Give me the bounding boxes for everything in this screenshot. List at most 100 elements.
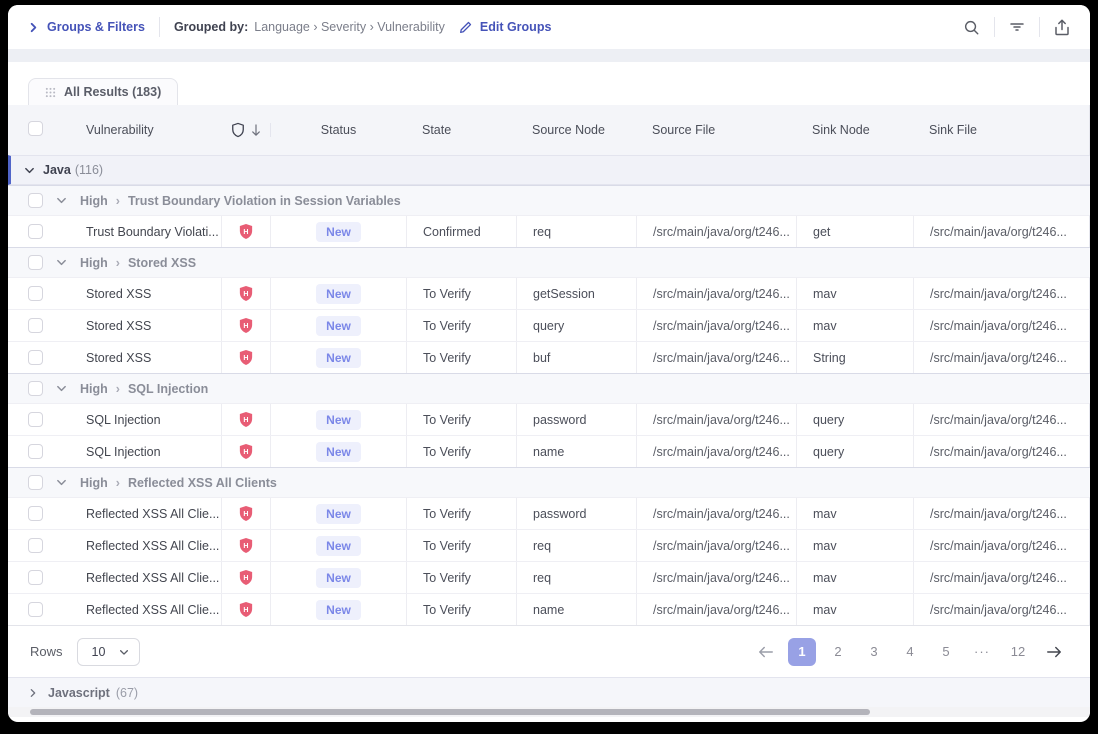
page-button-4[interactable]: 4 bbox=[896, 638, 924, 666]
sink-node-value[interactable]: mav bbox=[796, 310, 913, 341]
column-header-status[interactable]: Status bbox=[270, 123, 406, 137]
row-checkbox[interactable] bbox=[28, 318, 43, 333]
previous-page-button[interactable] bbox=[752, 641, 780, 663]
sink-file-path[interactable]: /src/main/java/org/t246... bbox=[913, 342, 1089, 373]
sink-node-value[interactable]: query bbox=[796, 436, 913, 467]
sink-node-value[interactable]: mav bbox=[796, 562, 913, 593]
sink-file-path[interactable]: /src/main/java/org/t246... bbox=[913, 594, 1089, 625]
state-value[interactable]: To Verify bbox=[406, 436, 516, 467]
page-button-5[interactable]: 5 bbox=[932, 638, 960, 666]
source-file-path[interactable]: /src/main/java/org/t246... bbox=[636, 594, 796, 625]
chevron-right-icon[interactable] bbox=[28, 688, 38, 698]
row-checkbox[interactable] bbox=[28, 224, 43, 239]
source-node-value[interactable]: password bbox=[516, 498, 636, 529]
page-button-12[interactable]: 12 bbox=[1004, 638, 1032, 666]
sink-file-path[interactable]: /src/main/java/org/t246... bbox=[913, 436, 1089, 467]
sink-node-value[interactable]: mav bbox=[796, 594, 913, 625]
sink-file-path[interactable]: /src/main/java/org/t246... bbox=[913, 278, 1089, 309]
subgroup-checkbox[interactable] bbox=[28, 193, 43, 208]
row-checkbox[interactable] bbox=[28, 444, 43, 459]
vulnerability-name[interactable]: Stored XSS bbox=[86, 318, 152, 333]
subgroup-header-row[interactable]: High › SQL Injection bbox=[8, 373, 1090, 403]
chevron-down-icon[interactable] bbox=[56, 383, 67, 394]
result-row[interactable]: Stored XSS H New To Verify query /src/ma… bbox=[8, 309, 1090, 341]
subgroup-checkbox[interactable] bbox=[28, 381, 43, 396]
source-node-value[interactable]: name bbox=[516, 436, 636, 467]
column-header-state[interactable]: State bbox=[422, 123, 452, 137]
source-file-path[interactable]: /src/main/java/org/t246... bbox=[636, 404, 796, 435]
result-row[interactable]: Stored XSS H New To Verify getSession /s… bbox=[8, 277, 1090, 309]
sink-file-path[interactable]: /src/main/java/org/t246... bbox=[913, 530, 1089, 561]
vulnerability-name[interactable]: Stored XSS bbox=[86, 286, 152, 301]
source-node-value[interactable]: req bbox=[516, 216, 636, 247]
column-header-sink-file[interactable]: Sink File bbox=[929, 123, 977, 137]
source-file-path[interactable]: /src/main/java/org/t246... bbox=[636, 530, 796, 561]
state-value[interactable]: To Verify bbox=[406, 342, 516, 373]
sink-node-value[interactable]: query bbox=[796, 404, 913, 435]
source-file-path[interactable]: /src/main/java/org/t246... bbox=[636, 278, 796, 309]
subgroup-header-row[interactable]: High › Stored XSS bbox=[8, 247, 1090, 277]
page-button-2[interactable]: 2 bbox=[824, 638, 852, 666]
state-value[interactable]: To Verify bbox=[406, 404, 516, 435]
chevron-down-icon[interactable] bbox=[56, 257, 67, 268]
result-row[interactable]: Stored XSS H New To Verify buf /src/main… bbox=[8, 341, 1090, 373]
result-row[interactable]: Reflected XSS All Clie... H New To Verif… bbox=[8, 497, 1090, 529]
chevron-down-icon[interactable] bbox=[56, 195, 67, 206]
subgroup-checkbox[interactable] bbox=[28, 475, 43, 490]
result-row[interactable]: SQL Injection H New To Verify name /src/… bbox=[8, 435, 1090, 467]
source-node-value[interactable]: req bbox=[516, 562, 636, 593]
sink-node-value[interactable]: String bbox=[796, 342, 913, 373]
state-value[interactable]: To Verify bbox=[406, 562, 516, 593]
page-button-1[interactable]: 1 bbox=[788, 637, 816, 666]
chevron-down-icon[interactable] bbox=[56, 477, 67, 488]
horizontal-scrollbar-thumb[interactable] bbox=[30, 709, 870, 715]
result-row[interactable]: Reflected XSS All Clie... H New To Verif… bbox=[8, 561, 1090, 593]
vulnerability-name[interactable]: Reflected XSS All Clie... bbox=[86, 506, 220, 521]
source-node-value[interactable]: buf bbox=[516, 342, 636, 373]
row-checkbox[interactable] bbox=[28, 350, 43, 365]
source-node-value[interactable]: password bbox=[516, 404, 636, 435]
result-row[interactable]: Reflected XSS All Clie... H New To Verif… bbox=[8, 529, 1090, 561]
result-row[interactable]: SQL Injection H New To Verify password /… bbox=[8, 403, 1090, 435]
sink-node-value[interactable]: mav bbox=[796, 498, 913, 529]
edit-groups-button[interactable]: Edit Groups bbox=[459, 20, 551, 34]
source-file-path[interactable]: /src/main/java/org/t246... bbox=[636, 436, 796, 467]
column-header-severity[interactable] bbox=[221, 122, 270, 138]
state-value[interactable]: To Verify bbox=[406, 594, 516, 625]
state-value[interactable]: To Verify bbox=[406, 498, 516, 529]
result-row[interactable]: Trust Boundary Violati... H New Confirme… bbox=[8, 215, 1090, 247]
row-checkbox[interactable] bbox=[28, 412, 43, 427]
source-node-value[interactable]: name bbox=[516, 594, 636, 625]
search-button[interactable] bbox=[963, 19, 980, 36]
row-checkbox[interactable] bbox=[28, 602, 43, 617]
sink-file-path[interactable]: /src/main/java/org/t246... bbox=[913, 498, 1089, 529]
horizontal-scrollbar[interactable] bbox=[8, 707, 1090, 717]
source-file-path[interactable]: /src/main/java/org/t246... bbox=[636, 342, 796, 373]
vulnerability-name[interactable]: Reflected XSS All Clie... bbox=[86, 602, 220, 617]
subgroup-checkbox[interactable] bbox=[28, 255, 43, 270]
row-checkbox[interactable] bbox=[28, 506, 43, 521]
export-button[interactable] bbox=[1054, 19, 1070, 36]
source-node-value[interactable]: req bbox=[516, 530, 636, 561]
vulnerability-name[interactable]: Stored XSS bbox=[86, 350, 152, 365]
sink-node-value[interactable]: mav bbox=[796, 530, 913, 561]
state-value[interactable]: To Verify bbox=[406, 278, 516, 309]
source-file-path[interactable]: /src/main/java/org/t246... bbox=[636, 216, 796, 247]
select-all-checkbox[interactable] bbox=[28, 121, 43, 136]
rows-per-page-select[interactable]: 10 bbox=[76, 637, 141, 666]
sort-descending-icon[interactable] bbox=[251, 123, 261, 137]
subgroup-header-row[interactable]: High › Reflected XSS All Clients bbox=[8, 467, 1090, 497]
source-file-path[interactable]: /src/main/java/org/t246... bbox=[636, 498, 796, 529]
sink-file-path[interactable]: /src/main/java/org/t246... bbox=[913, 404, 1089, 435]
row-checkbox[interactable] bbox=[28, 286, 43, 301]
filter-button[interactable] bbox=[1009, 20, 1025, 34]
vulnerability-name[interactable]: Reflected XSS All Clie... bbox=[86, 570, 220, 585]
group-row-java[interactable]: Java (116) bbox=[8, 155, 1090, 185]
row-checkbox[interactable] bbox=[28, 538, 43, 553]
source-file-path[interactable]: /src/main/java/org/t246... bbox=[636, 562, 796, 593]
groups-filters-button[interactable]: Groups & Filters bbox=[28, 20, 145, 34]
result-row[interactable]: Reflected XSS All Clie... H New To Verif… bbox=[8, 593, 1090, 625]
next-page-button[interactable] bbox=[1040, 641, 1068, 663]
tab-all-results[interactable]: All Results (183) bbox=[28, 78, 179, 105]
column-header-sink-node[interactable]: Sink Node bbox=[812, 123, 870, 137]
